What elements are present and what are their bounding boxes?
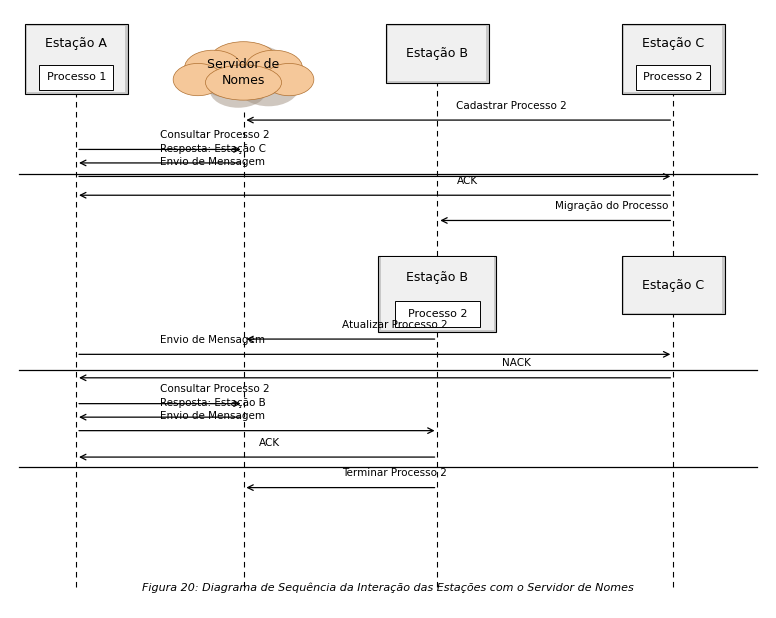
- FancyBboxPatch shape: [624, 258, 722, 313]
- Text: Terminar Processo 2: Terminar Processo 2: [342, 468, 447, 478]
- FancyBboxPatch shape: [25, 23, 127, 94]
- Text: Estação C: Estação C: [642, 279, 705, 292]
- Text: Estação C: Estação C: [642, 37, 705, 50]
- Text: Estação A: Estação A: [45, 37, 107, 50]
- Ellipse shape: [219, 55, 295, 96]
- Ellipse shape: [200, 59, 254, 98]
- FancyBboxPatch shape: [379, 256, 497, 332]
- FancyBboxPatch shape: [636, 65, 710, 90]
- Ellipse shape: [173, 64, 223, 96]
- Text: Migração do Processo: Migração do Processo: [556, 201, 669, 211]
- FancyBboxPatch shape: [622, 256, 725, 315]
- Ellipse shape: [265, 64, 314, 96]
- Text: Cadastrar Processo 2: Cadastrar Processo 2: [456, 101, 567, 111]
- Text: ACK: ACK: [456, 176, 477, 186]
- Text: Resposta: Estação B: Resposta: Estação B: [160, 398, 265, 408]
- Text: Envio de Mensagem: Envio de Mensagem: [160, 411, 265, 421]
- Text: Envio de Mensagem: Envio de Mensagem: [160, 335, 265, 345]
- FancyBboxPatch shape: [622, 23, 725, 94]
- Text: Atualizar Processo 2: Atualizar Processo 2: [342, 320, 448, 329]
- FancyBboxPatch shape: [381, 258, 494, 330]
- FancyBboxPatch shape: [27, 25, 125, 93]
- Text: Processo 1: Processo 1: [47, 72, 106, 82]
- FancyBboxPatch shape: [388, 25, 487, 81]
- Text: Nomes: Nomes: [222, 74, 265, 87]
- FancyBboxPatch shape: [40, 65, 113, 90]
- FancyBboxPatch shape: [386, 23, 489, 82]
- Text: Estação B: Estação B: [407, 271, 469, 284]
- Text: NACK: NACK: [502, 358, 531, 368]
- Ellipse shape: [238, 68, 299, 106]
- Text: Envio de Mensagem: Envio de Mensagem: [160, 157, 265, 167]
- Ellipse shape: [210, 72, 267, 108]
- Ellipse shape: [221, 44, 286, 83]
- Text: Processo 2: Processo 2: [643, 72, 703, 82]
- Text: Resposta: Estação C: Resposta: Estação C: [160, 143, 266, 153]
- FancyBboxPatch shape: [395, 300, 480, 328]
- Ellipse shape: [206, 65, 282, 100]
- FancyBboxPatch shape: [624, 25, 722, 93]
- Text: Consultar Processo 2: Consultar Processo 2: [160, 384, 269, 394]
- Text: Estação B: Estação B: [407, 46, 469, 60]
- Text: Consultar Processo 2: Consultar Processo 2: [160, 130, 269, 140]
- Ellipse shape: [245, 50, 303, 85]
- Text: ACK: ACK: [258, 438, 280, 447]
- Ellipse shape: [185, 50, 241, 85]
- Text: Figura 20: Diagrama de Sequência da Interação das Estações com o Servidor de Nom: Figura 20: Diagrama de Sequência da Inte…: [142, 583, 634, 593]
- Text: Processo 2: Processo 2: [407, 309, 467, 319]
- Ellipse shape: [210, 41, 278, 80]
- Text: Servidor de: Servidor de: [207, 58, 279, 72]
